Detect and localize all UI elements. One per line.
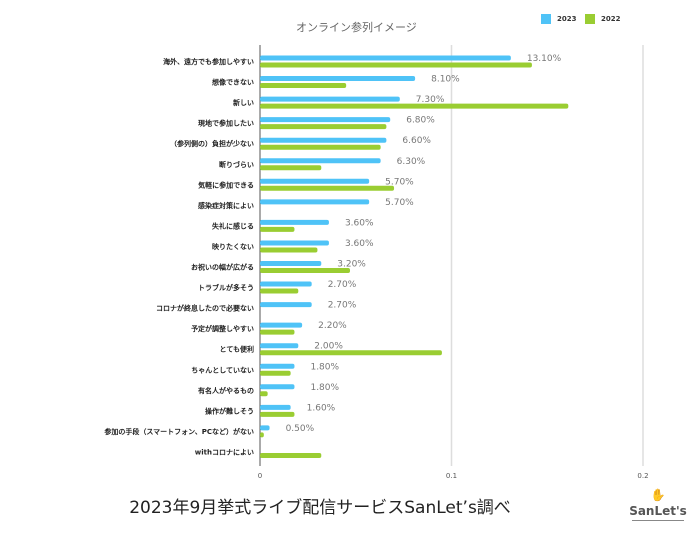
data-label: 7.30% — [416, 95, 445, 105]
bar-2023 — [260, 302, 312, 308]
chart-title: オンライン参列イメージ — [296, 21, 417, 34]
data-label: 3.20% — [337, 260, 366, 270]
bar-2022 — [260, 268, 351, 273]
category-label: コロナが終息したので必要ない — [156, 304, 254, 313]
data-label: 1.80% — [310, 383, 339, 393]
category-label: 有名人がやるもの — [198, 386, 254, 395]
bar-2023 — [260, 425, 270, 431]
bar-2023 — [260, 55, 511, 61]
data-label: 2.70% — [328, 280, 357, 290]
data-label: 6.80% — [406, 116, 435, 126]
category-label: 予定が調整しやすい — [191, 324, 254, 333]
logo-rule — [632, 520, 684, 521]
bar-2023 — [260, 343, 299, 349]
bar-2023 — [260, 322, 303, 328]
data-label: 13.10% — [527, 54, 562, 64]
sanlets-logo: ✋ SanLet's — [628, 488, 688, 530]
data-label: 0.50% — [286, 424, 315, 434]
category-label: お祝いの幅が広がる — [191, 263, 254, 272]
data-label: 3.60% — [345, 239, 374, 249]
category-label: （参列側の）負担が少ない — [170, 139, 254, 148]
data-label: 1.60% — [307, 403, 336, 413]
category-label: 映りたくない — [212, 242, 254, 251]
bar-2022 — [260, 288, 299, 294]
category-label: 気軽に参加できる — [198, 180, 254, 189]
legend-2022: 2022 — [585, 14, 620, 24]
legend-label-2023: 2023 — [557, 15, 577, 23]
category-label: ちゃんとしていない — [191, 365, 254, 374]
legend-swatch-2022 — [585, 14, 595, 24]
bar-2023 — [260, 384, 295, 390]
category-label: 新しい — [233, 98, 254, 107]
x-tick-label: 0.1 — [446, 472, 457, 480]
data-label: 6.60% — [402, 136, 431, 146]
bar-2023 — [260, 137, 387, 143]
category-label: 参加の手段（スマートフォン、PCなど）がない — [104, 427, 254, 436]
data-label: 6.30% — [397, 157, 426, 167]
bar-2023 — [260, 117, 391, 123]
bar-2023 — [260, 404, 291, 410]
data-label: 2.20% — [318, 321, 347, 331]
bar-2023 — [260, 76, 416, 82]
bar-2022 — [260, 144, 381, 150]
bar-2022 — [260, 83, 347, 89]
x-tick-label: 0.2 — [637, 472, 648, 480]
bar-2023 — [260, 199, 370, 205]
category-label: 断りづらい — [219, 160, 254, 169]
category-label: 想像できない — [212, 78, 254, 87]
data-label: 5.70% — [385, 198, 414, 208]
data-label: 1.80% — [310, 362, 339, 372]
category-label: 失礼に感じる — [212, 221, 254, 230]
bar-2022 — [260, 124, 387, 130]
bar-2022 — [260, 391, 268, 397]
bar-2023 — [260, 363, 295, 369]
bar-2022 — [260, 165, 322, 171]
category-label: トラブルが多そう — [198, 283, 254, 292]
bar-2023 — [260, 219, 329, 225]
bar-2023 — [260, 178, 370, 184]
bar-2023 — [260, 96, 400, 102]
bar-2022 — [260, 185, 395, 191]
x-tick-label: 0 — [258, 472, 262, 480]
data-label: 8.10% — [431, 75, 460, 85]
legend-2023: 2023 — [541, 14, 576, 24]
category-label: 操作が難しそう — [205, 406, 254, 415]
bar-2022 — [260, 432, 264, 438]
category-label: 現地で参加したい — [198, 119, 254, 128]
data-label: 5.70% — [385, 177, 414, 187]
bar-2022 — [260, 350, 442, 356]
bar-2022 — [260, 103, 569, 109]
footer-caption: 2023年9月挙式ライブ配信サービスSanLet’s調べ — [129, 498, 511, 518]
bar-2023 — [260, 240, 329, 246]
bar-2022 — [260, 452, 322, 458]
bar-2022 — [260, 329, 295, 335]
category-label: withコロナによい — [195, 448, 254, 456]
legend-label-2022: 2022 — [601, 15, 621, 23]
category-label: とても便利 — [220, 345, 254, 354]
logo-text: SanLet's — [629, 504, 687, 518]
hand-icon: ✋ — [650, 488, 666, 502]
bar-2023 — [260, 158, 381, 164]
bar-2022 — [260, 411, 295, 417]
bar-2023 — [260, 261, 322, 266]
category-label: 感染症対策によい — [198, 201, 254, 210]
bar-2023 — [260, 281, 312, 287]
bar-2022 — [260, 370, 291, 376]
bar-2022 — [260, 226, 295, 232]
legend-swatch-2023 — [541, 14, 551, 24]
data-label: 2.00% — [314, 342, 343, 352]
category-label: 海外、遠方でも参加しやすい — [163, 57, 254, 66]
data-label: 3.60% — [345, 218, 374, 228]
bar-2022 — [260, 62, 532, 68]
data-label: 2.70% — [328, 301, 357, 311]
bar-2022 — [260, 247, 318, 253]
